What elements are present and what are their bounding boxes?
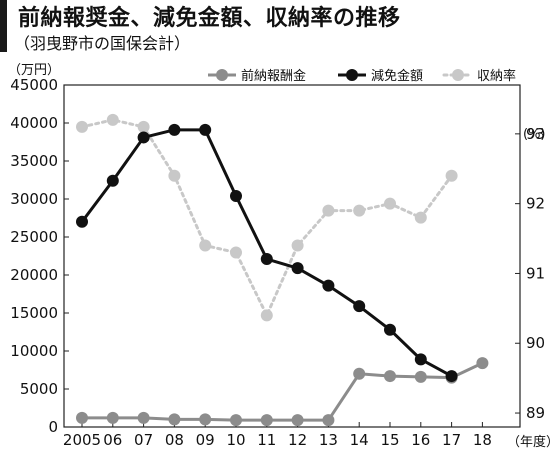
data-point (230, 246, 242, 259)
data-point (106, 174, 119, 187)
data-point (106, 411, 119, 424)
x-tick-label: 2005 (63, 431, 101, 449)
x-axis-ticks: 2005 06 07 08 09 10 11 12 13 14 15 16 17 18 (63, 422, 492, 449)
legend-label: 前納報酬金 (241, 68, 306, 84)
data-point (291, 239, 304, 252)
right-axis-ticks: 89 90 91 92 93 (515, 125, 545, 422)
data-point (260, 253, 273, 266)
data-point (414, 353, 427, 366)
data-point (445, 169, 458, 182)
right-tick-label: 92 (526, 195, 545, 213)
data-point (322, 414, 335, 427)
x-tick-label: 17 (442, 431, 461, 449)
data-point (199, 123, 212, 136)
data-point (384, 197, 396, 210)
data-point (76, 120, 88, 133)
data-point (106, 113, 119, 126)
data-point (137, 131, 150, 144)
legend-marker (452, 69, 464, 81)
left-tick-label: 30000 (10, 190, 58, 208)
left-axis-ticks: 0 5000 10000 15000 20000 25000 30000 35000 40000… (10, 76, 69, 436)
data-point (291, 414, 304, 427)
x-tick-label: 16 (411, 431, 430, 449)
x-tick-label: 06 (103, 431, 122, 449)
data-point (353, 367, 366, 380)
series-layer (76, 113, 489, 427)
data-point (168, 123, 181, 136)
title-accent-bar (0, 0, 7, 52)
x-tick-label: 15 (380, 431, 399, 449)
x-tick-label: 12 (288, 431, 307, 449)
legend-marker (216, 69, 228, 81)
x-tick-label: 09 (196, 431, 215, 449)
data-point (260, 309, 273, 322)
data-point (414, 211, 427, 224)
legend: 前納報酬金 減免金額 収納率 (208, 68, 516, 84)
series-2 (76, 123, 458, 383)
x-tick-label: 18 (473, 431, 492, 449)
x-tick-label: 11 (257, 431, 276, 449)
x-tick-label: 13 (319, 431, 338, 449)
left-tick-label: 5000 (20, 380, 58, 398)
left-tick-label: 20000 (10, 266, 58, 284)
series-line (80, 128, 453, 378)
data-point (445, 370, 458, 383)
series-1 (76, 357, 489, 427)
legend-label: 減免金額 (371, 68, 423, 84)
left-tick-label: 10000 (10, 342, 58, 360)
left-tick-label: 25000 (10, 228, 58, 246)
left-tick-label: 40000 (10, 114, 58, 132)
data-point (353, 300, 366, 313)
x-tick-label: 10 (226, 431, 245, 449)
x-tick-label: 14 (350, 431, 369, 449)
right-axis-unit: (%) (523, 127, 546, 142)
data-point (291, 262, 304, 275)
data-point (384, 323, 396, 336)
data-point (384, 370, 396, 383)
right-tick-label: 93 (526, 125, 545, 143)
left-tick-label: 0 (48, 418, 58, 436)
series-3 (76, 113, 458, 322)
data-point (260, 414, 273, 427)
x-tick-label: 08 (165, 431, 184, 449)
data-point (168, 413, 181, 426)
legend-label: 収納率 (477, 68, 516, 84)
data-point (322, 279, 335, 292)
data-point (137, 120, 150, 133)
right-tick-label: 91 (526, 264, 545, 282)
right-tick-label: 89 (526, 404, 545, 422)
left-axis-unit: （万円） (8, 63, 60, 78)
data-point (414, 370, 427, 383)
data-point (137, 411, 150, 424)
data-point (322, 204, 335, 217)
legend-marker (346, 69, 358, 81)
x-tick-label: 07 (134, 431, 153, 449)
data-point (199, 239, 212, 252)
data-point (199, 413, 212, 426)
left-tick-label: 45000 (10, 76, 58, 94)
data-point (476, 357, 489, 370)
chart-subtitle: （羽曳野市の国保会計） (14, 34, 191, 53)
data-point (168, 169, 181, 182)
series-line (80, 118, 454, 317)
x-axis-unit: （年度） (507, 434, 550, 449)
left-tick-label: 15000 (10, 304, 58, 322)
right-tick-label: 90 (526, 334, 545, 352)
data-point (353, 204, 366, 217)
data-point (76, 215, 88, 228)
data-point (230, 189, 242, 202)
chart-title: 前納報奨金、減免金額、収納率の推移 (18, 6, 401, 31)
plot-frame (63, 84, 521, 428)
data-point (230, 414, 242, 427)
left-tick-label: 35000 (10, 152, 58, 170)
data-point (76, 411, 88, 424)
